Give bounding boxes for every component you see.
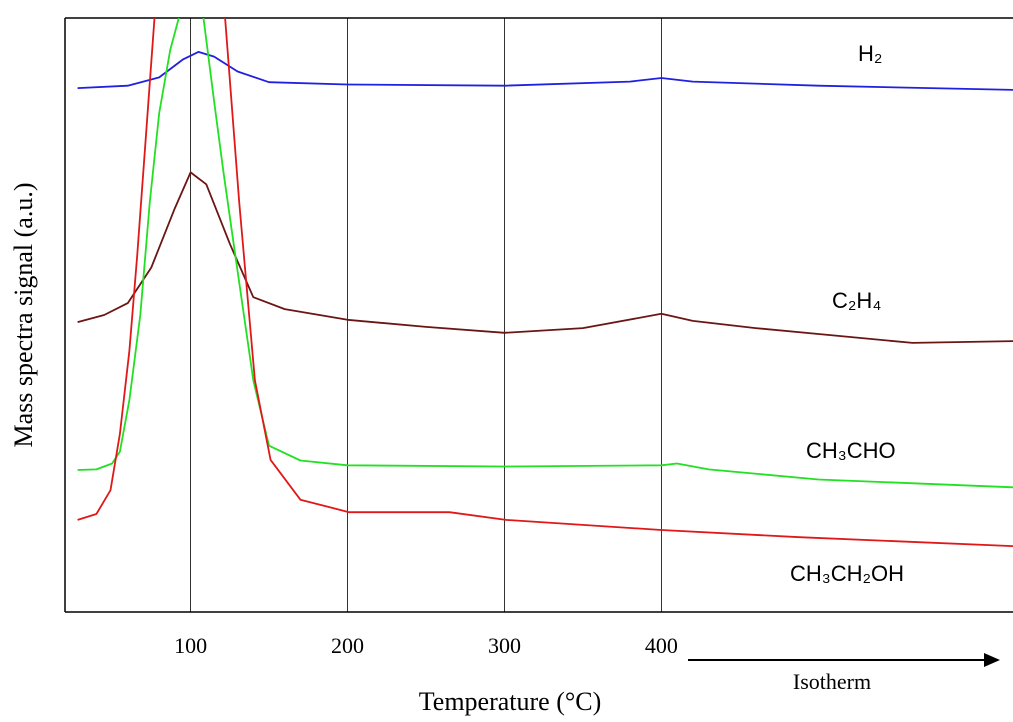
arrow-head: [984, 653, 1000, 667]
series-line: [77, 18, 1013, 547]
x-tick-label: 400: [645, 633, 678, 658]
series-label: CH₃CH₂OH: [790, 561, 904, 586]
annotation: Isotherm: [793, 669, 871, 694]
series-line: [77, 171, 1013, 344]
x-axis-label: Temperature (°C): [419, 687, 602, 716]
x-tick-label: 100: [174, 633, 207, 658]
series-label: CH₃CHO: [806, 438, 896, 463]
series-label: C₂H₄: [832, 288, 881, 313]
y-axis-label: Mass spectra signal (a.u.): [9, 183, 38, 448]
x-tick-label: 200: [331, 633, 364, 658]
series-line: [77, 18, 1013, 489]
plot-area: [77, 18, 1013, 547]
series-label: H₂: [858, 41, 882, 66]
x-tick-label: 300: [488, 633, 521, 658]
